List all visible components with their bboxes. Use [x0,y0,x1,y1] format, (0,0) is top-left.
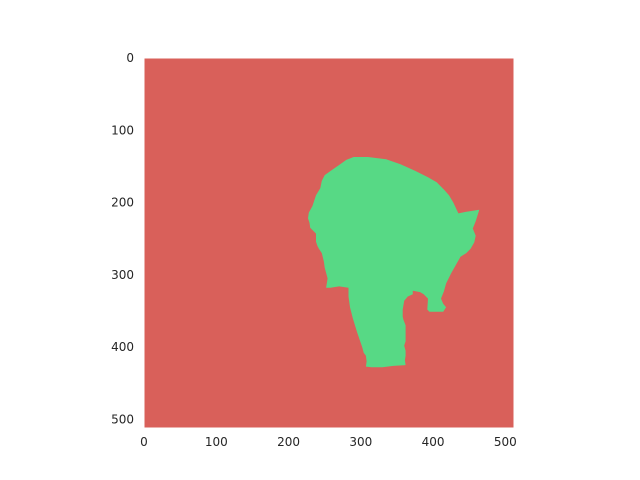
x-tick-label: 200 [277,435,300,449]
axes-frame [143,57,515,429]
x-tick-label: 100 [205,435,228,449]
y-tick-label: 100 [111,123,134,137]
mask-foreground-region [308,157,480,368]
y-tick-label: 0 [126,51,134,65]
y-axis: 0 100 200 300 400 500 [111,51,134,426]
x-tick-label: 0 [140,435,148,449]
y-tick-label: 400 [111,340,134,354]
x-tick-label: 500 [494,435,517,449]
x-tick-label: 400 [422,435,445,449]
y-tick-label: 500 [111,412,134,426]
y-tick-label: 200 [111,196,134,210]
y-tick-label: 300 [111,268,134,282]
x-tick-label: 300 [349,435,372,449]
plot-area [143,57,515,429]
x-axis: 0 100 200 300 400 500 [140,435,517,449]
